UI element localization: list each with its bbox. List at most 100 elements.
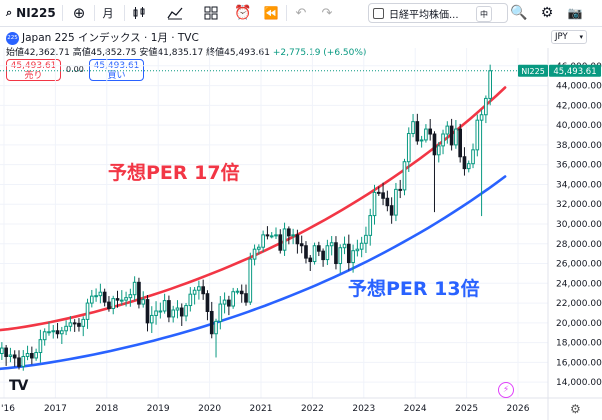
- redo-icon[interactable]: ↷: [321, 5, 333, 21]
- candle: [441, 129, 445, 155]
- time-tick-label: 2022: [301, 404, 324, 414]
- alert-icon[interactable]: ⏰: [234, 5, 252, 21]
- candle: [274, 227, 278, 240]
- time-tick-label: 2023: [352, 404, 375, 414]
- candle: [77, 318, 81, 332]
- candle-body: [102, 291, 107, 303]
- candle-body: [98, 291, 103, 297]
- candle: [295, 229, 300, 254]
- candle: [4, 344, 8, 366]
- mid-button[interactable]: 中: [476, 6, 492, 22]
- candle: [197, 280, 201, 300]
- time-tick-label: 2026: [507, 404, 530, 414]
- candle: [94, 288, 98, 302]
- candle-body: [21, 355, 26, 367]
- candle-body: [85, 302, 90, 320]
- candle-body: [68, 322, 73, 327]
- symbol-search-icon: ⌕: [6, 6, 13, 19]
- candle-body: [38, 339, 43, 354]
- compare-selector[interactable]: 日経平均株価...: [368, 3, 508, 23]
- divider: [124, 5, 125, 21]
- candle: [299, 235, 304, 254]
- candle: [475, 114, 480, 157]
- high-label: 高値: [72, 48, 91, 58]
- candle-body: [107, 301, 111, 310]
- candle: [394, 182, 398, 222]
- candle: [214, 318, 218, 358]
- candle-body: [179, 307, 184, 317]
- price-tag-label: 45,493.61: [553, 67, 596, 77]
- candle-body: [51, 330, 56, 333]
- candle-body: [167, 300, 171, 318]
- candle: [21, 350, 26, 371]
- candle: [458, 123, 463, 163]
- interval-button[interactable]: 月: [100, 3, 116, 23]
- candle-body: [342, 243, 347, 249]
- layout-icon[interactable]: [202, 3, 220, 23]
- candle-body: [8, 354, 13, 357]
- candle-body: [158, 310, 163, 313]
- candle: [432, 131, 437, 213]
- candle: [445, 121, 450, 144]
- candle: [231, 287, 235, 309]
- candle-body: [325, 245, 330, 261]
- candle: [119, 290, 124, 306]
- candle-body: [488, 70, 492, 99]
- chevron-down-icon: ▾: [579, 33, 583, 41]
- candle-body: [30, 353, 34, 359]
- candle: [188, 287, 193, 312]
- candle: [257, 244, 261, 255]
- candle-body: [265, 234, 270, 237]
- candle-body: [402, 161, 407, 191]
- candle-body: [329, 242, 334, 247]
- candle-body: [312, 245, 317, 263]
- candle: [25, 345, 30, 361]
- candle: [291, 228, 295, 245]
- candle: [124, 291, 128, 307]
- candle: [154, 301, 158, 325]
- candle: [385, 190, 390, 212]
- candles-icon[interactable]: [130, 3, 148, 23]
- symbol-tag-bg: [518, 64, 548, 77]
- checkbox-icon: [373, 7, 384, 19]
- bolt-icon[interactable]: ⚡: [498, 382, 514, 398]
- plus-circle-icon[interactable]: ⊕: [72, 4, 86, 22]
- axis-settings-icon[interactable]: ⚙: [570, 402, 581, 416]
- candle: [244, 284, 248, 306]
- candle-body: [132, 281, 137, 296]
- candle: [398, 179, 403, 199]
- undo-icon[interactable]: ↶: [295, 5, 307, 21]
- candle-body: [192, 289, 197, 295]
- candle-body: [124, 297, 128, 301]
- candle: [209, 301, 214, 339]
- candle-body: [411, 121, 415, 135]
- snapshot-icon[interactable]: 📷: [567, 6, 583, 20]
- currency-selector[interactable]: JPY ▾: [551, 30, 587, 44]
- candle-body: [458, 128, 463, 158]
- candle: [359, 236, 364, 258]
- candle: [424, 124, 428, 143]
- settings-icon[interactable]: ⚙: [540, 5, 554, 21]
- symbol-button[interactable]: ⌕ NI225: [6, 3, 56, 23]
- price-tick-label: 24,000.00: [556, 279, 602, 289]
- candle: [381, 182, 385, 206]
- replay-icon[interactable]: ⏪: [263, 6, 279, 20]
- lower-annotation: 予想PER 13倍: [348, 277, 480, 300]
- search-icon[interactable]: 🔍: [510, 5, 528, 21]
- buy-label: 買い: [107, 71, 126, 81]
- candle: [201, 279, 206, 300]
- price-tick-label: 38,000.00: [556, 141, 602, 151]
- time-tick-label: 2020: [198, 404, 221, 414]
- tradingview-logo: TV: [9, 378, 28, 394]
- candle-body: [441, 133, 445, 147]
- candle: [287, 226, 291, 245]
- candle-body: [424, 128, 428, 141]
- spread-value: 0.00: [66, 65, 84, 74]
- candle: [312, 242, 317, 265]
- candle: [72, 319, 77, 332]
- candle-body: [338, 247, 343, 265]
- candle: [85, 298, 90, 329]
- indicators-icon[interactable]: [166, 3, 184, 23]
- price-tick-label: 28,000.00: [556, 240, 602, 250]
